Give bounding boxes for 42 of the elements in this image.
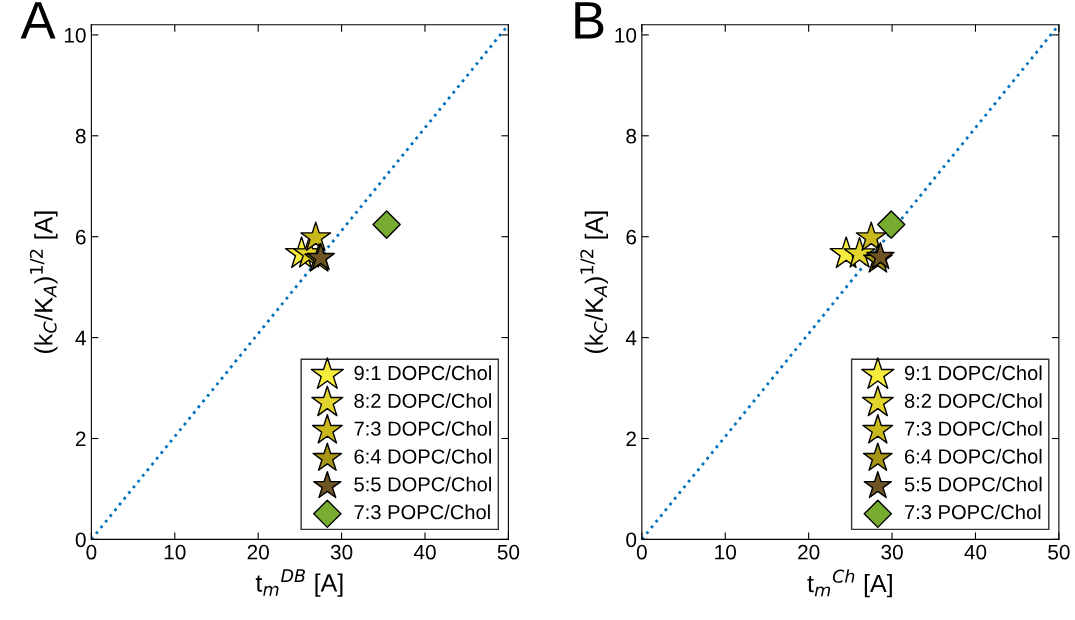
x-tick-label: 40	[964, 544, 987, 560]
legend-label: 6:4 DOPC/Chol	[354, 448, 491, 464]
y-tick-label: 0	[626, 532, 637, 548]
legend-label: 7:3 POPC/Chol	[905, 504, 1041, 520]
x-tick-label: 20	[247, 544, 269, 560]
legend-label: 8:2 DOPC/Chol	[354, 393, 491, 408]
legend-label: 6:4 DOPC/Chol	[905, 448, 1042, 464]
y-tick-label: 4	[75, 330, 86, 346]
y-axis-title: (k$_{C}$/K$_{A}$)$^{1/2}$ [A]	[29, 211, 58, 354]
y-tick-label: 6	[75, 229, 86, 245]
legend-label: 9:1 DOPC/Chol	[904, 365, 1042, 381]
legend-label: 7:3 DOPC/Chol	[354, 421, 491, 436]
y-tick-label: 8	[626, 128, 637, 144]
text: B	[575, 2, 604, 39]
x-tick-label: 30	[330, 544, 353, 560]
legend-label: 7:3 POPC/Chol	[354, 504, 490, 520]
y-tick-label: 6	[626, 229, 637, 245]
x-tick-label: 10	[715, 544, 737, 560]
x-tick-label: 50	[1048, 544, 1070, 560]
x-tick-label: 40	[413, 544, 436, 560]
legend-label: 8:2 DOPC/Chol	[904, 393, 1042, 408]
legend-label: 7:3 DOPC/Chol	[905, 421, 1042, 436]
y-axis-title: (k$_{C}$/K$_{A}$)$^{1/2}$ [A]	[580, 211, 609, 354]
legend-label: 5:5 DOPC/Chol	[904, 476, 1042, 492]
y-tick-label: 10	[615, 27, 637, 43]
x-tick-label: 20	[798, 544, 820, 560]
x-tick-label: 0	[86, 544, 97, 560]
x-tick-label: 30	[881, 544, 903, 560]
x-tick-label: 50	[497, 544, 520, 560]
legend-label: 5:5 DOPC/Chol	[354, 476, 491, 492]
x-axis-title: t$_{m}$$^{Ch}$ [A]	[807, 569, 892, 598]
text: A	[20, 2, 56, 39]
x-tick-label: 10	[164, 544, 186, 560]
y-tick-label: 0	[75, 532, 86, 548]
y-tick-label: 10	[64, 27, 86, 43]
y-tick-label: 8	[75, 128, 86, 144]
x-axis-title: t$_{m}$$^{DB}$ [A]	[255, 569, 343, 597]
legend-label: 9:1 DOPC/Chol	[354, 365, 491, 381]
y-tick-label: 4	[625, 330, 637, 346]
x-tick-label: 0	[636, 544, 647, 560]
y-tick-label: 2	[75, 431, 86, 447]
y-tick-label: 2	[626, 431, 636, 447]
